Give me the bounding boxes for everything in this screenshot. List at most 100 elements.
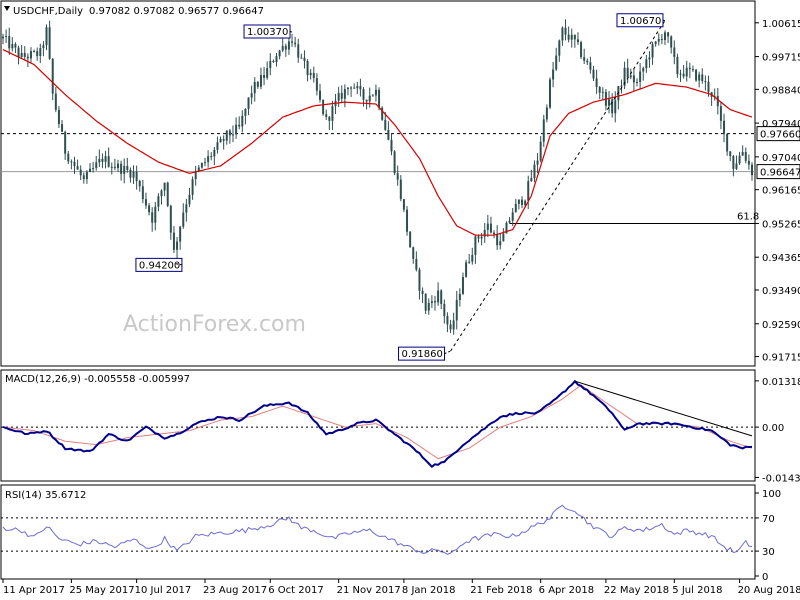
candle-body (185, 204, 188, 213)
candle-body (384, 119, 387, 130)
candle-body (390, 139, 393, 152)
candle-body (116, 163, 119, 169)
symbol-title: USDCHF,Daily (13, 6, 83, 17)
candle-body (8, 35, 11, 49)
candle-body (48, 27, 51, 59)
candle-body (402, 199, 405, 210)
candle-body (67, 153, 70, 162)
candle-body (387, 129, 390, 140)
candle-body (726, 133, 729, 152)
candle-body (325, 114, 328, 117)
candle-body (747, 160, 750, 165)
x-tick-label: 21 Nov 2017 (337, 585, 401, 596)
candle-body (2, 36, 4, 39)
current-price-label: 0.96647 (760, 168, 800, 179)
candle-body (297, 44, 300, 58)
candle-body (530, 178, 533, 182)
candle-body (120, 163, 123, 174)
candle-body (284, 45, 287, 50)
candle-body (626, 67, 629, 78)
candle-body (567, 34, 570, 40)
dropdown-triangle-icon[interactable] (4, 6, 10, 11)
price-layer: 61.8 1.00370 1.00670 0.94200 0.91860 (1, 13, 759, 361)
candle-body (744, 152, 747, 161)
candle-body (636, 81, 639, 83)
candle-body (107, 156, 110, 167)
candle-body (654, 41, 657, 45)
x-tick-label: 25 May 2017 (69, 585, 134, 596)
candle-body (61, 124, 64, 132)
candle-body (70, 161, 73, 163)
price-y-tick-label: 0.99715 (762, 53, 800, 64)
candle-body (608, 99, 611, 106)
candle-body (300, 57, 303, 59)
candle-body (443, 303, 446, 317)
candle-body (73, 161, 76, 167)
candle-body (723, 120, 726, 134)
candle-body (172, 232, 175, 250)
candle-body (166, 182, 169, 206)
candle-body (542, 119, 545, 142)
candle-body (104, 156, 107, 162)
candle-body (583, 57, 586, 61)
x-tick-label: 6 Oct 2017 (268, 585, 323, 596)
macd-y-tick-label: -0.014339 (762, 473, 800, 484)
candle-body (486, 223, 489, 230)
candle-body (238, 124, 241, 127)
candle-body (458, 293, 461, 300)
candle-body (135, 171, 138, 182)
candle-body (42, 45, 45, 49)
price-y-tick-label: 0.97940 (762, 119, 800, 130)
candle-body (427, 302, 430, 311)
candle-body (95, 162, 98, 169)
candle-body (76, 166, 79, 170)
price-y-tick-label: 1.00615 (762, 19, 800, 30)
candle-body (719, 106, 722, 121)
candle-body (393, 151, 396, 174)
price-y-tick-label: 0.94365 (762, 253, 800, 264)
candle-body (499, 241, 502, 246)
macd-signal-line (2, 384, 753, 460)
candle-body (682, 73, 685, 77)
candle-body (415, 258, 418, 270)
candle-body (514, 203, 517, 213)
candle-body (676, 56, 679, 75)
candle-body (483, 229, 486, 237)
candle-body (548, 79, 551, 108)
candle-body (468, 261, 471, 263)
x-tick-label: 8 Jan 2018 (402, 585, 456, 596)
candle-body (294, 42, 297, 45)
candle-body (449, 324, 452, 330)
candle-body (132, 171, 135, 178)
candle-body (695, 69, 698, 81)
candle-body (57, 109, 60, 125)
candle-body (269, 60, 272, 69)
candle-body (707, 81, 710, 93)
candle-body (738, 155, 741, 164)
candle-body (101, 158, 104, 162)
candle-body (586, 60, 589, 63)
candle-body (527, 181, 530, 201)
candle-body (446, 316, 449, 325)
candle-body (303, 57, 306, 61)
candle-body (356, 86, 359, 89)
candle-body (480, 236, 483, 239)
candle-body (667, 32, 670, 37)
candle-body (564, 27, 567, 35)
candle-body (179, 226, 182, 242)
candle-body (632, 75, 635, 83)
candle-body (126, 165, 129, 170)
candle-body (592, 69, 595, 79)
candle-body (250, 93, 253, 98)
candle-body (505, 222, 508, 234)
price-y-tick-label: 0.91715 (762, 353, 800, 364)
candle-body (14, 44, 17, 48)
candle-body (461, 276, 464, 294)
candle-body (409, 231, 412, 248)
candle-body (82, 175, 85, 180)
candle-body (219, 139, 222, 143)
candle-body (64, 131, 67, 154)
candle-body (319, 90, 322, 100)
